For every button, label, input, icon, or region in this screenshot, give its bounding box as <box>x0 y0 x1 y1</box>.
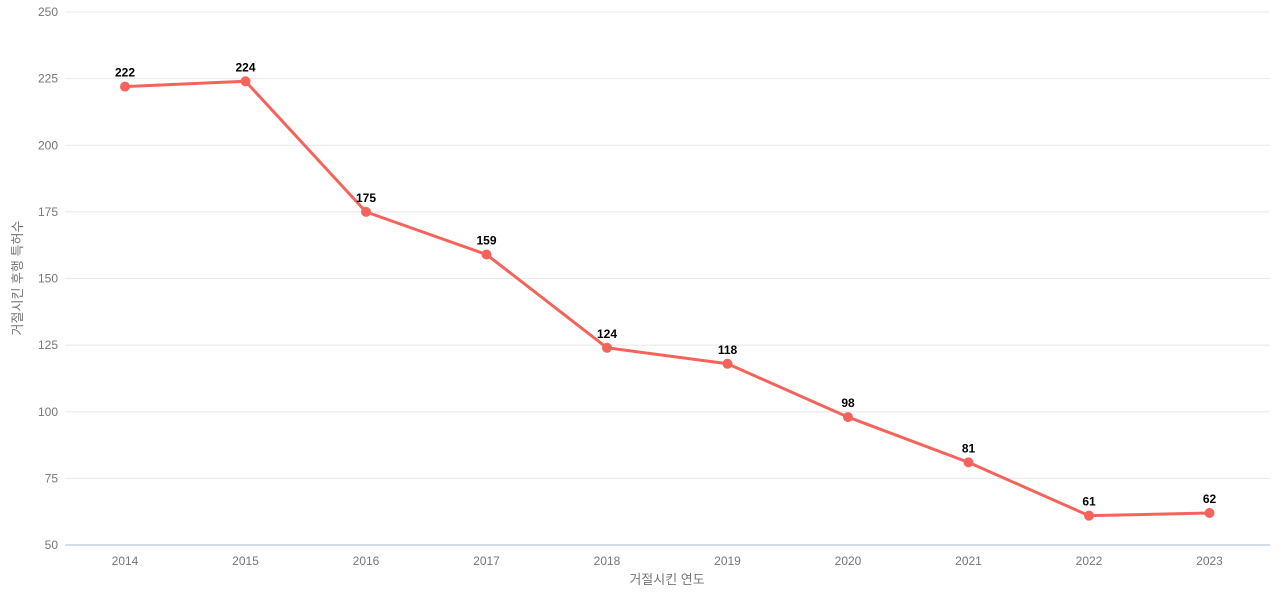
gridlines-layer <box>65 11 1270 479</box>
data-point-label: 159 <box>476 234 496 248</box>
y-tick-label: 125 <box>38 338 58 352</box>
series-layer <box>120 76 1215 521</box>
data-point[interactable] <box>1204 508 1215 519</box>
y-tick-label: 50 <box>45 538 59 552</box>
y-tick-label: 150 <box>38 272 58 286</box>
data-point[interactable] <box>722 358 733 369</box>
x-tick-label: 2019 <box>714 554 741 568</box>
x-tick-label: 2021 <box>955 554 982 568</box>
series-line <box>123 79 1211 518</box>
x-tick-label: 2014 <box>112 554 139 568</box>
x-tick-label: 2022 <box>1076 554 1103 568</box>
x-tick-label: 2015 <box>232 554 259 568</box>
y-tick-label: 200 <box>38 138 58 152</box>
data-point[interactable] <box>602 342 612 353</box>
x-tick-label: 2020 <box>835 554 862 568</box>
data-point[interactable] <box>963 457 974 468</box>
y-tick-label: 75 <box>45 471 59 485</box>
x-tick-label: 2023 <box>1196 554 1223 568</box>
data-point[interactable] <box>481 249 492 260</box>
data-point-label: 61 <box>1082 495 1096 509</box>
y-tick-label: 100 <box>38 405 58 419</box>
axes-layer: 50 75 100 125 150 175 200 225 250 2014 2015 2016 201… <box>38 5 1270 568</box>
y-tick-label: 175 <box>38 205 58 219</box>
data-point[interactable] <box>240 76 251 87</box>
data-point[interactable] <box>843 412 853 423</box>
data-point[interactable] <box>1084 510 1094 521</box>
x-axis-title: 거절시킨 연도 <box>629 572 704 587</box>
x-tick-label: 2018 <box>594 554 621 568</box>
data-labels-layer: 222 224 175 159 124 118 98 81 61 62 <box>115 60 1217 508</box>
y-tick-label: 225 <box>38 72 58 86</box>
x-tick-label: 2017 <box>473 554 500 568</box>
data-point-label: 222 <box>115 66 135 80</box>
data-point[interactable] <box>120 81 130 92</box>
y-tick-label: 250 <box>38 5 58 19</box>
data-point-label: 81 <box>962 441 976 455</box>
data-point-label: 175 <box>356 191 376 205</box>
data-point-label: 124 <box>597 327 617 341</box>
x-tick-label: 2016 <box>353 554 380 568</box>
y-axis-title: 거절시킨 후행 특허수 <box>10 221 25 336</box>
data-point-label: 62 <box>1203 492 1217 506</box>
data-point[interactable] <box>361 206 371 217</box>
data-point-label: 224 <box>235 60 255 74</box>
data-point-label: 118 <box>718 343 738 357</box>
data-point-label: 98 <box>841 396 855 410</box>
